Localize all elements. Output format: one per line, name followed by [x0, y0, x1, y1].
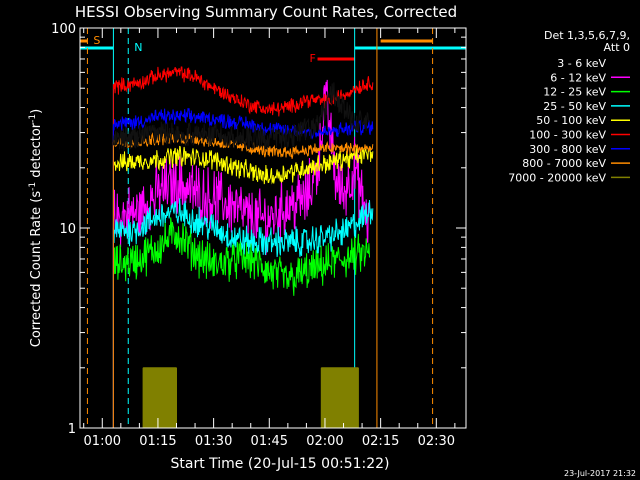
y-tick-label-1: 10 — [59, 222, 76, 237]
data-series — [112, 66, 374, 428]
series-line-6 — [112, 107, 374, 428]
series-line-3 — [112, 198, 374, 428]
x-tick-label-4: 02:00 — [306, 434, 343, 449]
legend-label-7: 800 - 7000 keV — [522, 157, 606, 170]
legend-label-4: 50 - 100 keV — [536, 114, 606, 127]
footer-timestamp: 23-Jul-2017 21:32 — [564, 469, 636, 478]
flare-flag-label: F — [310, 52, 316, 65]
series-burst-1 — [320, 367, 359, 428]
legend-label-5: 100 - 300 keV — [529, 129, 606, 142]
y-axis-label-sup2: -1 — [28, 114, 38, 123]
saa-flag-label: S — [93, 34, 100, 47]
series-line-2 — [112, 217, 370, 428]
x-tick-label-1: 01:15 — [139, 434, 176, 449]
series-burst-0 — [142, 367, 177, 428]
x-tick-label-0: 01:00 — [84, 434, 121, 449]
axis-ticks: 01:00 01:15 01:30 01:45 02:00 02:15 02:30 1 10 10… — [51, 22, 466, 449]
legend-label-8: 7000 - 20000 keV — [508, 171, 606, 184]
legend-label-1: 6 - 12 keV — [550, 71, 606, 84]
night-flag-label: N — [134, 41, 142, 54]
chart-title: HESSI Observing Summary Count Rates, Cor… — [75, 3, 457, 21]
y-tick-label-2: 100 — [51, 22, 76, 37]
legend-label-2: 12 - 25 keV — [543, 86, 606, 99]
y-axis-label-sup1: -1 — [28, 182, 38, 191]
x-tick-label-2: 01:30 — [195, 434, 232, 449]
y-tick-label-0: 1 — [68, 422, 76, 437]
series-line-0-shade — [112, 82, 370, 152]
series-line-4 — [112, 145, 374, 428]
series-line-1 — [112, 79, 370, 428]
y-axis-label-mid: detector — [29, 122, 44, 182]
series-line-5 — [112, 66, 374, 428]
legend-label-6: 300 - 800 keV — [529, 143, 606, 156]
x-axis-label: Start Time (20-Jul-15 00:51:22) — [170, 456, 389, 472]
legend-header-1: Det 1,3,5,6,7,9, — [544, 29, 630, 42]
x-tick-label-5: 02:15 — [362, 434, 399, 449]
y-axis-label-main: Corrected Count Rate (s — [29, 191, 44, 348]
y-axis-label-end: ) — [29, 109, 44, 114]
x-tick-label-3: 01:45 — [251, 434, 288, 449]
legend-header-2: Att 0 — [604, 41, 630, 54]
legend-label-3: 25 - 50 keV — [543, 100, 606, 113]
y-axis-label: Corrected Count Rate (s-1 detector-1) — [28, 109, 44, 347]
x-tick-label-6: 02:30 — [418, 434, 455, 449]
legend-label-0: 3 - 6 keV — [557, 57, 606, 70]
